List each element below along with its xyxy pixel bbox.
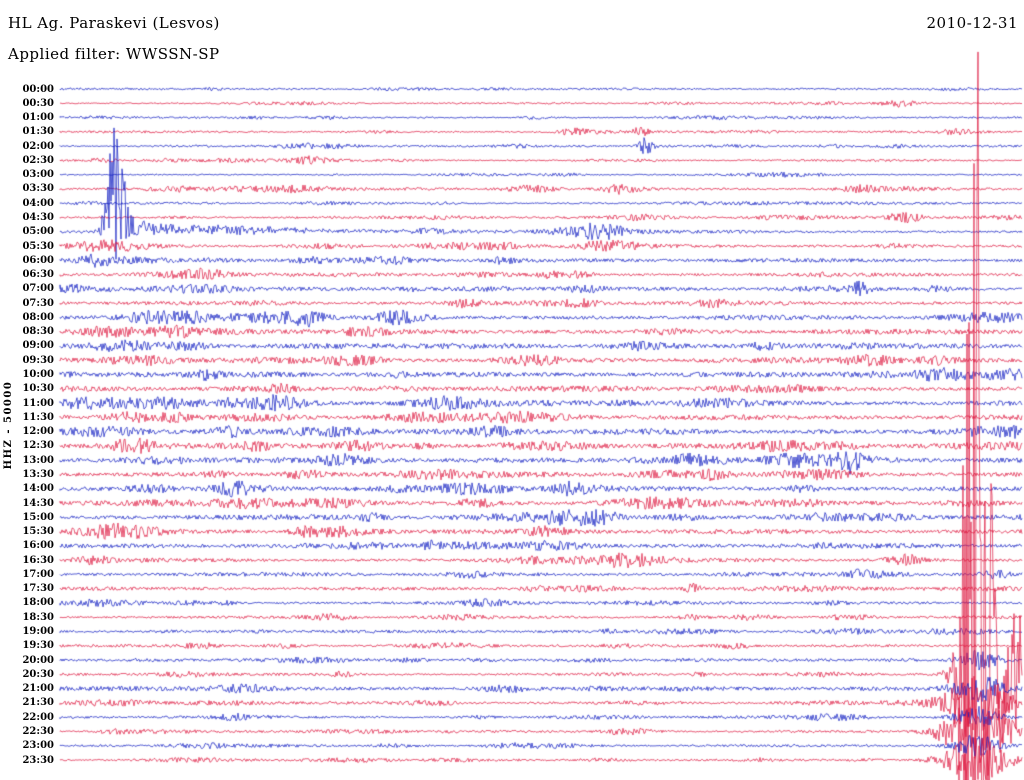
helicorder-page: HL Ag. Paraskevi (Lesvos) 2010-12-31 App… xyxy=(0,0,1024,780)
helicorder-canvas xyxy=(0,0,1024,780)
